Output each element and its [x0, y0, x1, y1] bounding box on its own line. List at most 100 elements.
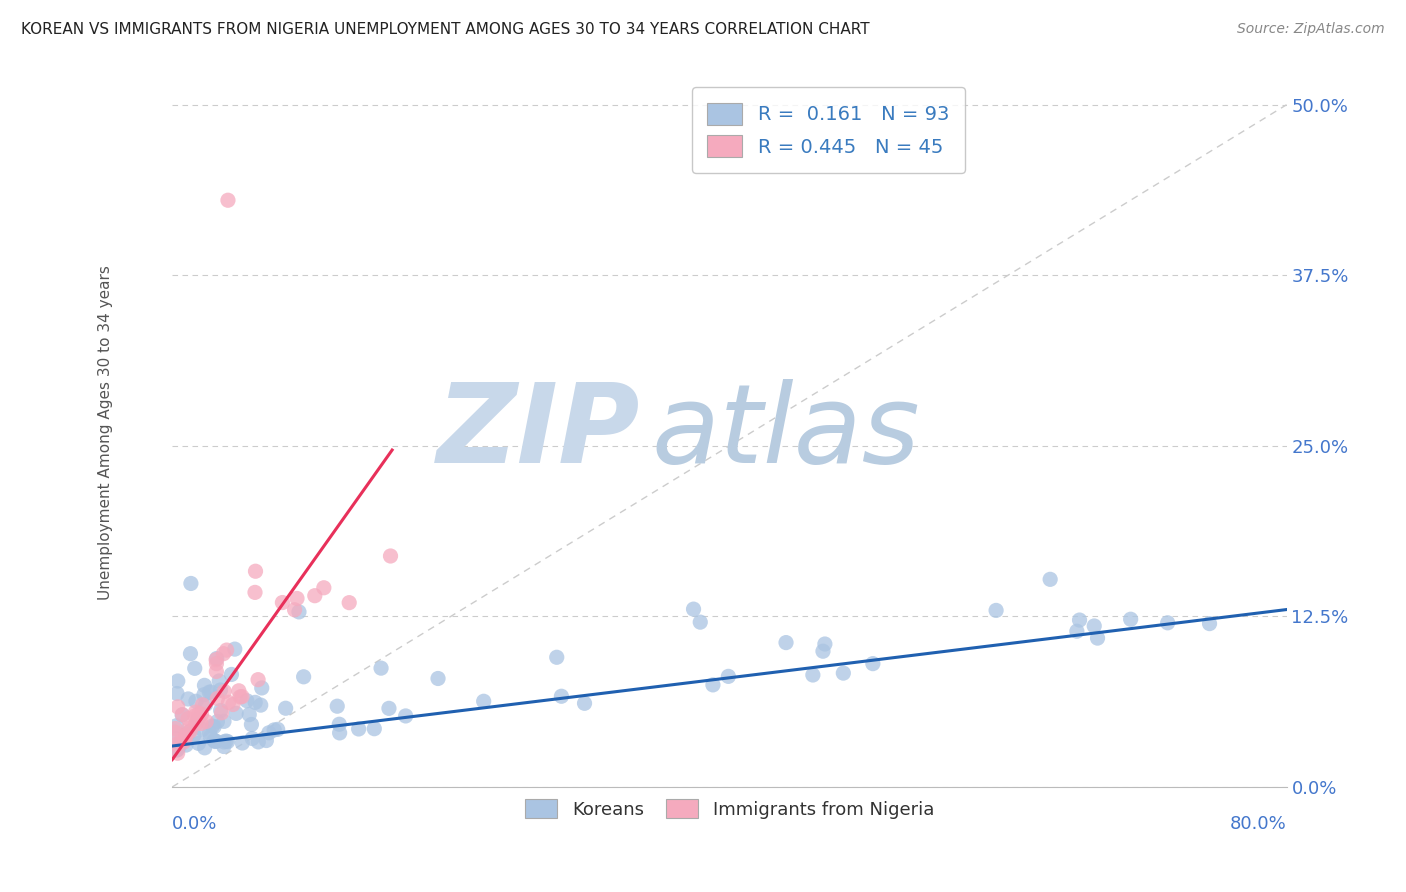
Point — [240, 731, 263, 746]
Point — [212, 714, 235, 729]
Point — [228, 683, 250, 698]
Point — [167, 739, 190, 754]
Point — [1083, 619, 1105, 633]
Point — [257, 726, 280, 740]
Point — [288, 605, 311, 619]
Point — [380, 549, 402, 563]
Point — [174, 731, 197, 746]
Point — [250, 681, 273, 695]
Point — [1156, 615, 1178, 630]
Point — [249, 698, 271, 712]
Point — [166, 738, 188, 752]
Point — [274, 701, 297, 715]
Point — [201, 719, 224, 733]
Point — [231, 690, 253, 704]
Point — [546, 650, 568, 665]
Point — [814, 637, 837, 651]
Point — [271, 595, 294, 609]
Text: 80.0%: 80.0% — [1230, 815, 1286, 833]
Point — [370, 661, 392, 675]
Point — [202, 733, 225, 747]
Point — [183, 728, 205, 742]
Point — [205, 653, 228, 667]
Point — [211, 706, 233, 720]
Point — [166, 674, 188, 689]
Point — [254, 733, 277, 747]
Point — [212, 647, 235, 661]
Point — [312, 581, 335, 595]
Point — [166, 743, 188, 757]
Point — [165, 722, 187, 736]
Point — [218, 695, 240, 709]
Point — [179, 647, 201, 661]
Point — [209, 683, 232, 698]
Point — [208, 673, 231, 688]
Point — [180, 576, 202, 591]
Point — [207, 714, 229, 729]
Point — [177, 722, 200, 736]
Point — [702, 678, 724, 692]
Point — [222, 698, 245, 712]
Point — [184, 661, 207, 675]
Point — [194, 698, 217, 712]
Point — [215, 643, 238, 657]
Point — [378, 701, 401, 715]
Point — [245, 564, 267, 578]
Point — [212, 739, 235, 754]
Point — [174, 738, 197, 752]
Point — [801, 668, 824, 682]
Point — [166, 746, 188, 760]
Point — [304, 589, 326, 603]
Legend: Koreans, Immigrants from Nigeria: Koreans, Immigrants from Nigeria — [516, 790, 943, 828]
Point — [190, 716, 212, 731]
Point — [191, 698, 214, 712]
Point — [238, 707, 260, 722]
Point — [1066, 624, 1088, 639]
Point — [193, 688, 215, 702]
Point — [173, 735, 195, 749]
Point — [326, 699, 349, 714]
Point — [832, 666, 855, 681]
Point — [217, 734, 239, 748]
Point — [190, 707, 212, 722]
Point — [231, 736, 253, 750]
Point — [166, 687, 188, 701]
Point — [183, 709, 205, 723]
Point — [195, 714, 218, 729]
Point — [163, 725, 186, 739]
Point — [682, 602, 704, 616]
Point — [179, 724, 201, 739]
Point — [1198, 616, 1220, 631]
Point — [247, 673, 270, 687]
Point — [212, 735, 235, 749]
Point — [224, 642, 246, 657]
Point — [187, 736, 209, 750]
Point — [1069, 613, 1091, 627]
Point — [347, 722, 370, 736]
Point — [214, 684, 236, 698]
Point — [775, 635, 797, 649]
Point — [191, 723, 214, 737]
Point — [166, 699, 188, 714]
Point — [225, 706, 247, 721]
Point — [1087, 631, 1109, 645]
Point — [247, 735, 270, 749]
Point — [395, 709, 418, 723]
Point — [811, 644, 834, 658]
Point — [205, 657, 228, 671]
Point — [285, 591, 308, 606]
Point — [184, 694, 207, 708]
Point — [245, 695, 267, 709]
Point — [284, 603, 307, 617]
Point — [174, 728, 197, 742]
Point — [177, 725, 200, 739]
Point — [328, 717, 350, 731]
Point — [550, 690, 572, 704]
Point — [862, 657, 884, 671]
Point — [194, 740, 217, 755]
Point — [205, 734, 228, 748]
Text: Source: ZipAtlas.com: Source: ZipAtlas.com — [1237, 22, 1385, 37]
Point — [188, 706, 211, 721]
Point — [363, 722, 385, 736]
Point — [198, 685, 221, 699]
